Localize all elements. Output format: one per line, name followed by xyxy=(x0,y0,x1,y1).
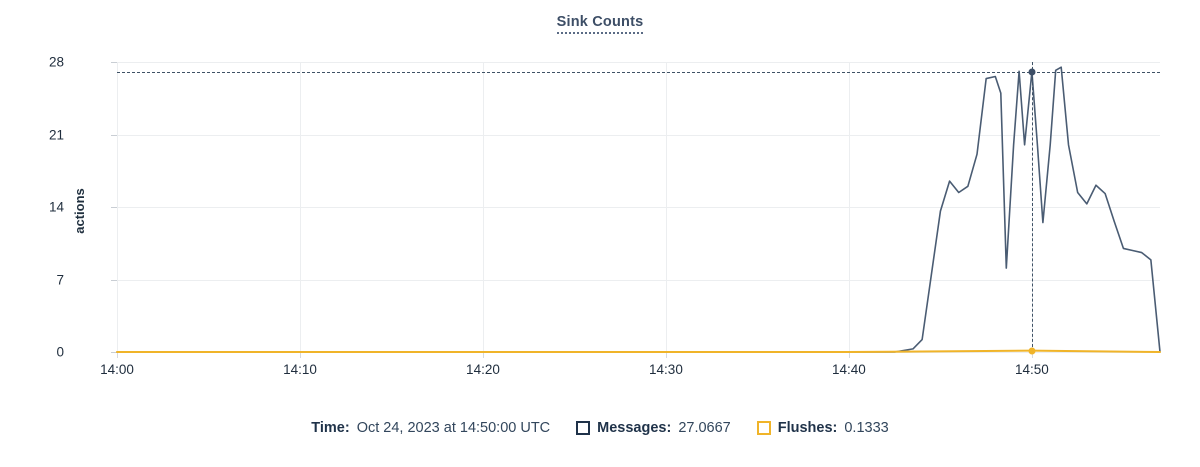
legend-swatch-messages-icon[interactable] xyxy=(576,421,591,435)
legend-swatch-flushes-icon[interactable] xyxy=(756,421,771,435)
gridline-horizontal xyxy=(117,279,1160,281)
line-series-messages xyxy=(116,66,1161,353)
hover-point-messages[interactable] xyxy=(1028,68,1036,76)
crosshair-horizontal-line xyxy=(117,71,1160,73)
x-tick-label: 14:00 xyxy=(100,362,134,377)
chart-title-text: Sink Counts xyxy=(556,14,644,34)
legend-item-messages[interactable]: Messages: 27.0667 xyxy=(576,420,731,436)
gridline-horizontal xyxy=(117,134,1160,136)
x-tick-mark xyxy=(117,352,118,358)
footer-time-value: Oct 24, 2023 at 14:50:00 UTC xyxy=(356,420,551,436)
x-tick-label: 14:20 xyxy=(466,362,500,377)
x-tick-label: 14:30 xyxy=(649,362,683,377)
y-tick-mark xyxy=(111,134,117,136)
y-tick-mark xyxy=(111,207,117,208)
gridline-vertical xyxy=(665,62,667,352)
y-tick-label: 0 xyxy=(56,344,64,360)
legend-label-messages: Messages: xyxy=(597,420,672,436)
x-tick-mark xyxy=(482,352,484,358)
legend-value-messages: 27.0667 xyxy=(678,420,731,436)
line-series-flushes xyxy=(116,349,1161,353)
gridline-vertical xyxy=(482,62,484,352)
x-tick-mark xyxy=(299,352,301,358)
x-tick-mark xyxy=(665,352,667,358)
x-tick-label: 14:40 xyxy=(832,362,866,377)
plot-area[interactable] xyxy=(116,62,1161,355)
y-tick-mark xyxy=(111,352,117,353)
footer-time-label: Time: xyxy=(311,420,350,436)
y-tick-label: 28 xyxy=(48,54,64,70)
x-tick-mark xyxy=(848,352,850,358)
hover-point-flushes[interactable] xyxy=(1028,347,1036,355)
y-tick-mark xyxy=(111,279,117,281)
gridline-vertical xyxy=(117,62,118,352)
y-tick-label: 21 xyxy=(48,127,64,142)
crosshair-vertical-line xyxy=(1031,62,1033,352)
legend-label-flushes: Flushes: xyxy=(777,420,838,436)
y-tick-mark xyxy=(111,62,117,63)
chart-title[interactable]: Sink Counts xyxy=(0,14,1200,34)
y-tick-label: 14 xyxy=(48,199,64,215)
legend-value-flushes: 0.1333 xyxy=(844,420,889,436)
gridline-horizontal xyxy=(117,207,1160,208)
series-lines xyxy=(116,66,1161,353)
y-tick-label: 7 xyxy=(56,272,64,287)
gridline-vertical xyxy=(848,62,850,352)
legend-item-flushes[interactable]: Flushes: 0.1333 xyxy=(756,420,889,436)
gridline-vertical xyxy=(299,62,301,352)
gridline-horizontal xyxy=(117,62,1160,63)
x-tick-mark xyxy=(1031,352,1033,358)
chart-footer-legend[interactable]: Time: Oct 24, 2023 at 14:50:00 UTC Messa… xyxy=(0,420,1200,436)
x-tick-label: 14:50 xyxy=(1015,362,1049,377)
x-tick-label: 14:10 xyxy=(283,362,317,377)
footer-time: Time: Oct 24, 2023 at 14:50:00 UTC xyxy=(311,420,550,436)
